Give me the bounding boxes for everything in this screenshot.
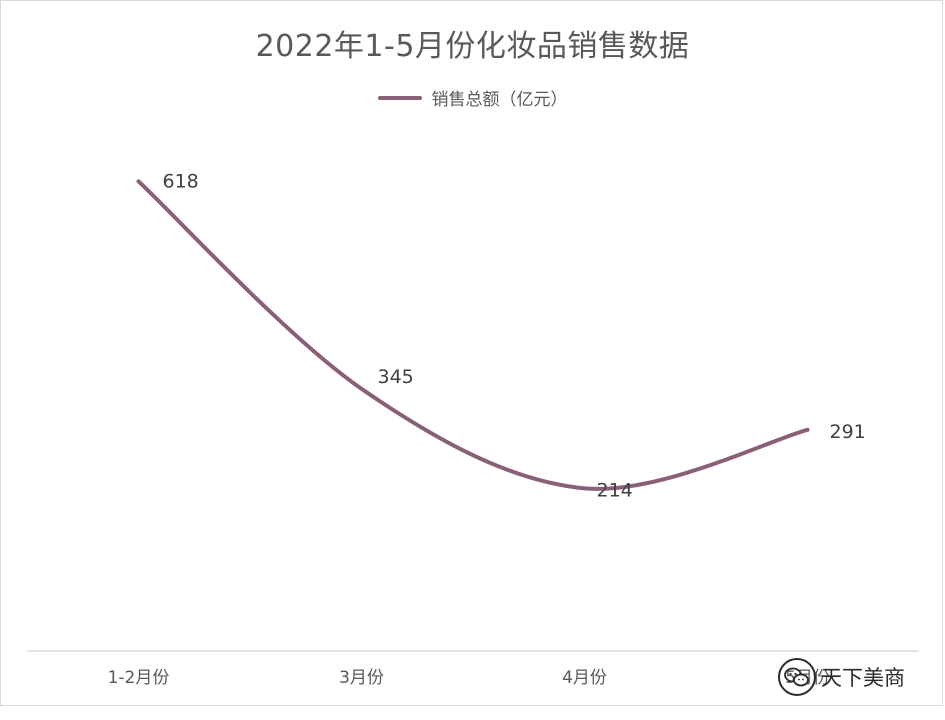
series-line-sales — [136, 179, 810, 491]
legend-swatch — [377, 95, 422, 100]
chart-frame: 2022年1-5月份化妆品销售数据 销售总额（亿元） 1-2月份3月份4月份5月… — [0, 0, 943, 706]
data-label: 618 — [163, 170, 199, 192]
wechat-icon — [778, 658, 816, 696]
chart-legend: 销售总额（亿元） — [1, 85, 944, 110]
watermark: 天下美商 — [777, 657, 905, 697]
data-label: 214 — [597, 479, 633, 501]
data-label: 345 — [378, 366, 414, 388]
x-tick-label: 3月份 — [339, 668, 384, 688]
x-tick-label: 1-2月份 — [108, 668, 170, 688]
data-label: 291 — [830, 421, 866, 443]
x-tick-label: 4月份 — [562, 668, 607, 688]
chart-title: 2022年1-5月份化妆品销售数据 — [255, 29, 690, 64]
legend-label: 销售总额（亿元） — [431, 90, 568, 110]
watermark-text: 天下美商 — [821, 666, 905, 690]
